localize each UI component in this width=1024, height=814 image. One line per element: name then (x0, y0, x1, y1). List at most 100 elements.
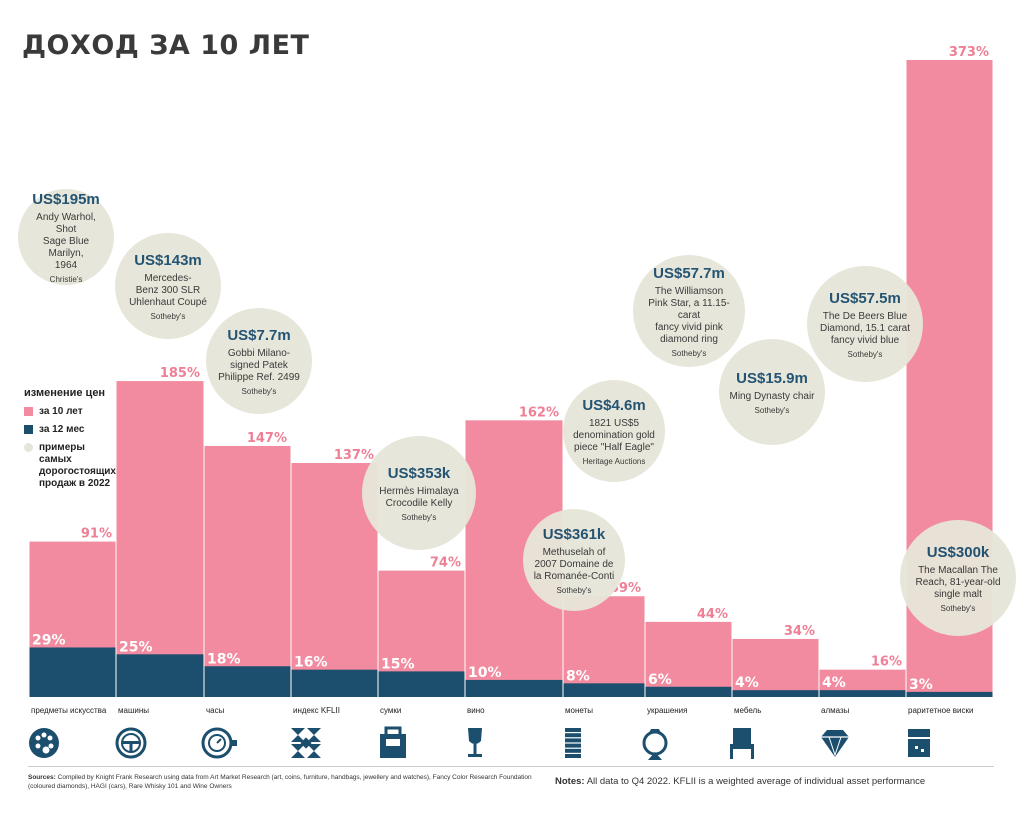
bubble-price: US$143m (134, 251, 202, 269)
category-label: сумки (380, 706, 401, 715)
bubble-source: Heritage Auctions (582, 456, 646, 466)
chart-title: ДОХОД ЗА 10 ЛЕТ (22, 30, 310, 61)
bar-10y (116, 381, 204, 697)
bar-12m (291, 669, 378, 697)
bubble-price: US$4.6m (582, 396, 646, 414)
notes-label: Notes: (555, 776, 585, 787)
sources-text: Compiled by Knight Frank Research using … (28, 774, 532, 790)
sale-bubble: US$4.6m 1821 US$5 denomination gold piece "… (563, 380, 665, 482)
value-label-10y: 137% (334, 448, 374, 463)
bubble-price: US$300k (926, 543, 990, 561)
category-labels-layer: предметы искусства машины часы индекс KFLII… (31, 706, 973, 715)
bar-12m (116, 654, 204, 697)
icons-layer (29, 726, 930, 760)
bubble-description-line: Diamond, 15.1 carat (819, 322, 911, 334)
legend-swatch-10y (24, 407, 33, 416)
steering-wheel-icon (115, 727, 147, 759)
bar-12m (465, 679, 563, 697)
category-label: украшения (647, 706, 687, 715)
bubble-source: Christie's (49, 274, 83, 284)
bubble-description-line: The De Beers Blue (822, 310, 908, 322)
sale-bubble: US$143m Mercedes- Benz 300 SLR Uhlenhaut Co… (115, 233, 221, 339)
bubble-price: US$361k (542, 525, 606, 543)
handbag-icon (380, 726, 406, 758)
bubble-source: Sotheby's (754, 405, 790, 415)
bubble-description: Ming Dynasty chair (729, 391, 814, 403)
bubble-description-line: Crocodile Kelly (385, 497, 453, 509)
bubble-description-line: Sage Blue Marilyn, (42, 235, 90, 259)
bar-12m (819, 690, 906, 697)
bubble-description-line: Andy Warhol, Shot (36, 211, 96, 235)
bar-12m (378, 671, 465, 697)
legend-label-sales: примеры самых дорогостоящих продаж в 202… (39, 442, 116, 489)
bubble-description-line: signed Patek (230, 359, 288, 371)
bubble-description-line: Reach, 81-year-old (915, 576, 1001, 588)
value-label-12m: 4% (822, 675, 846, 691)
value-label-10y: 91% (81, 527, 112, 542)
value-label-10y: 373% (949, 45, 989, 60)
bubble-price: US$57.5m (829, 289, 901, 307)
value-label-10y: 74% (430, 556, 461, 571)
bubble-description-line: Pink Star, a 11.15-carat (648, 297, 730, 321)
bubble-description-line: Gobbi Milano- (227, 347, 291, 359)
legend: изменение цен за 10 лет за 12 мес пример… (24, 386, 119, 490)
footer-notes: Notes: All data to Q4 2022. KFLII is a w… (555, 776, 925, 787)
category-label: мебель (734, 706, 761, 715)
value-label-12m: 18% (207, 651, 241, 667)
value-label-12m: 6% (648, 672, 672, 688)
bubble-description-line: 2007 Domaine de (534, 558, 614, 570)
bubble-price: US$57.7m (653, 264, 725, 282)
bubble-description-line: Benz 300 SLR (135, 284, 201, 296)
footer-divider (28, 766, 994, 767)
bubble-description-line: The Macallan The (918, 564, 998, 576)
legend-item-sales: примеры самых дорогостоящих продаж в 202… (24, 442, 119, 490)
category-label: алмазы (821, 706, 850, 715)
bar-12m (563, 683, 645, 697)
bubble-description-line: The Williamson (654, 285, 724, 297)
bubble-description-line: 1821 US$5 (588, 417, 640, 429)
sources-label: Sources: (28, 774, 56, 781)
value-labels-layer: 91% 29% 185% 25% 147% 18% 137% 16% 74% 15% 162% 10%… (32, 45, 989, 693)
bubble-description-line: Uhlenhaut Coupé (129, 296, 207, 308)
bubble-description: Gobbi Milano-signed Patek Philippe Ref. 2… (218, 348, 300, 384)
bubble-source: Sotheby's (241, 386, 277, 396)
bars-layer (29, 60, 993, 697)
bubble-price: US$15.9m (736, 369, 808, 387)
sale-bubble: US$361k Methuselah of 2007 Domaine de la Ro… (523, 509, 625, 611)
bubble-description-line: diamond ring (660, 333, 718, 345)
bubble-description: 1821 US$5 denomination gold piece "Half Ea… (573, 418, 655, 454)
diamond-icon (821, 730, 849, 757)
category-label: монеты (565, 706, 593, 715)
sale-bubble: US$15.9m Ming Dynasty chair Sotheby's (719, 339, 825, 445)
bubble-description: Methuselah of 2007 Domaine de la Romanée-C… (534, 547, 615, 583)
bubble-price: US$353k (387, 464, 451, 482)
bubble-description: The De Beers Blue Diamond, 15.1 carat fanc… (820, 311, 910, 347)
value-label-10y: 185% (160, 366, 200, 381)
sale-bubble: US$195m Andy Warhol, Shot Sage Blue Marily… (18, 189, 114, 285)
bubble-source: Sotheby's (401, 512, 437, 522)
sale-bubble: US$300k The Macallan The Reach, 81-year-ol… (900, 520, 1016, 636)
value-label-12m: 15% (381, 656, 415, 672)
bubble-description-line: Ming Dynasty chair (729, 390, 815, 402)
bar-12m (732, 690, 819, 697)
bubble-description-line: Mercedes- (144, 272, 192, 284)
value-label-12m: 4% (735, 675, 759, 691)
bar-12m (204, 666, 291, 697)
bubble-description: Andy Warhol, Shot Sage Blue Marilyn, 1964 (26, 212, 106, 272)
sale-bubble: US$7.7m Gobbi Milano-signed Patek Philippe… (206, 308, 312, 414)
bubble-price: US$195m (32, 190, 100, 208)
legend-label-10y: за 10 лет (39, 406, 83, 417)
legend-swatch-sales (24, 443, 33, 452)
bubble-source: Sotheby's (940, 603, 976, 613)
category-label: часы (206, 706, 225, 715)
value-label-12m: 25% (119, 639, 153, 655)
bubble-description-line: Methuselah of (542, 546, 606, 558)
bubble-description-line: fancy vivid blue (830, 334, 900, 346)
value-label-10y: 44% (697, 607, 728, 622)
bar-12m (645, 686, 732, 697)
chair-icon (730, 728, 754, 759)
bar-10y (204, 445, 291, 697)
legend-item-12m: за 12 мес (24, 424, 119, 436)
bubble-description-line: fancy vivid pink (655, 321, 723, 333)
